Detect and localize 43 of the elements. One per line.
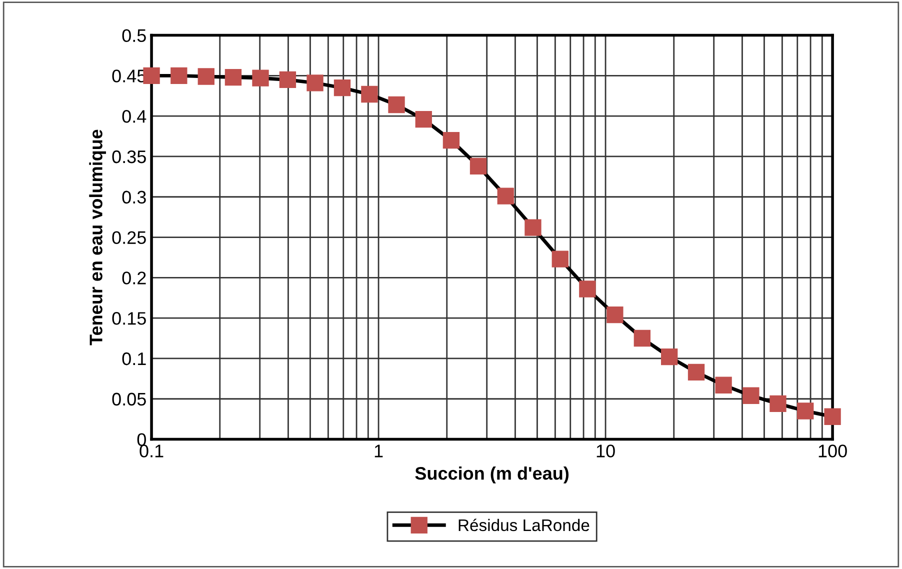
point xyxy=(524,219,542,236)
point xyxy=(661,348,678,366)
x-tick-label: 1 xyxy=(374,444,383,458)
legend-label: Résidus LaRonde xyxy=(458,518,590,532)
point xyxy=(497,188,514,204)
point xyxy=(634,330,651,347)
point xyxy=(824,408,841,425)
point xyxy=(442,132,460,149)
y-tick-label: 0.4 xyxy=(122,110,146,123)
point xyxy=(552,250,568,268)
point xyxy=(715,376,732,394)
y-tick-label: 0.05 xyxy=(112,392,146,406)
point xyxy=(143,67,160,84)
point xyxy=(170,67,188,84)
point xyxy=(388,96,405,114)
y-tick-label: 0.25 xyxy=(112,231,146,244)
x-tick-label: 10 xyxy=(596,444,615,458)
y-tick-label: 0.2 xyxy=(122,272,146,284)
x-tick-label: 100 xyxy=(818,444,847,458)
y-tick-label: 0.3 xyxy=(122,190,146,204)
y-tick-label: 0 xyxy=(137,433,146,446)
point xyxy=(252,70,269,86)
point xyxy=(198,68,214,85)
point xyxy=(797,402,814,420)
point xyxy=(415,110,432,128)
point xyxy=(579,280,596,298)
point xyxy=(688,364,705,381)
point xyxy=(334,79,351,96)
point xyxy=(224,68,242,86)
point xyxy=(279,71,296,88)
y-tick-label: 0.15 xyxy=(112,312,146,325)
point xyxy=(606,306,624,324)
y-tick-label: 0.5 xyxy=(122,29,146,42)
y-tick-label: 0.1 xyxy=(122,352,146,366)
x-tick-label: 0.1 xyxy=(140,444,164,458)
point xyxy=(742,387,760,404)
point xyxy=(306,74,324,92)
x-axis-title: Succion (m d'eau) xyxy=(415,466,569,484)
y-axis-title: Teneur en eau volumique xyxy=(89,130,106,346)
point xyxy=(361,86,378,103)
point xyxy=(770,395,786,412)
y-tick-label: 0.35 xyxy=(112,150,146,164)
point xyxy=(470,158,487,175)
